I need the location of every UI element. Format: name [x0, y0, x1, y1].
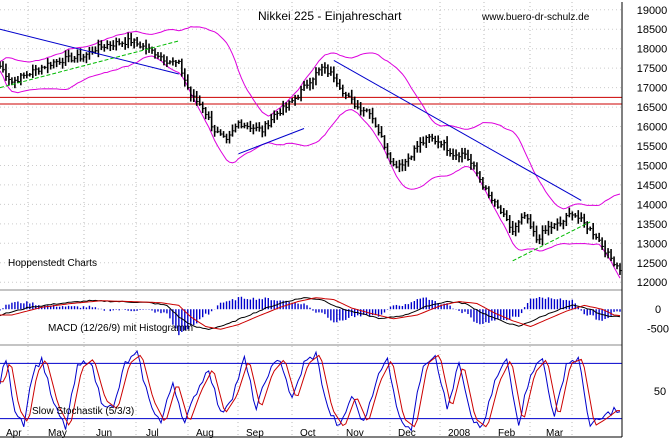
price-tick-label: 18500 [637, 24, 668, 36]
stochastic-panel [0, 350, 622, 432]
trend-line [0, 28, 179, 75]
stochastic-label: Slow Stochastik (5/3/3) [32, 406, 134, 417]
trend-line [512, 221, 591, 262]
month-label: Aug [196, 428, 214, 439]
trend-line [238, 128, 305, 155]
month-label: Feb [498, 428, 516, 439]
month-label: Sep [246, 428, 264, 439]
month-label: Apr [6, 428, 22, 439]
month-label: Jun [96, 428, 112, 439]
stochastic-tick-label: 50 [654, 386, 666, 398]
price-tick-label: 17500 [637, 63, 668, 75]
bollinger-lower [0, 55, 621, 279]
price-tick-label: 15500 [637, 141, 668, 153]
price-tick-label: 14500 [637, 180, 668, 192]
month-label: Dec [398, 428, 416, 439]
bollinger-upper [0, 26, 621, 210]
price-tick-label: 19000 [637, 5, 668, 17]
macd-tick-label: -500 [647, 323, 669, 335]
price-panel [0, 26, 622, 279]
price-tick-label: 13500 [637, 219, 668, 231]
month-label: Jul [146, 428, 159, 439]
macd-signal-line [0, 297, 621, 330]
price-tick-label: 15000 [637, 160, 668, 172]
source-label: Hoppenstedt Charts [8, 258, 97, 269]
price-tick-label: 17000 [637, 83, 668, 95]
price-tick-label: 12000 [637, 277, 668, 289]
month-label: Oct [300, 428, 316, 439]
trend-line [0, 40, 179, 89]
macd-label: MACD (12/26/9) mit Histogramm [48, 323, 193, 334]
price-tick-label: 18000 [637, 44, 668, 56]
price-tick-label: 16500 [637, 102, 668, 114]
macd-tick-label: 0 [655, 304, 661, 316]
price-tick-label: 16000 [637, 122, 668, 134]
month-label: 2008 [448, 428, 471, 439]
chart-title: Nikkei 225 - Einjahreschart [258, 9, 402, 23]
month-label: Mar [546, 428, 564, 439]
price-tick-label: 14000 [637, 199, 668, 211]
stochastic-d-line [0, 354, 620, 428]
stochastic-k-line [0, 350, 621, 432]
price-tick-label: 12500 [637, 258, 668, 270]
month-label: Nov [346, 428, 364, 439]
price-tick-label: 13000 [637, 238, 668, 250]
month-label: May [48, 428, 67, 439]
trend-line [333, 59, 582, 201]
macd-panel [0, 296, 621, 336]
watermark: www.buero-dr-schulz.de [481, 12, 590, 23]
